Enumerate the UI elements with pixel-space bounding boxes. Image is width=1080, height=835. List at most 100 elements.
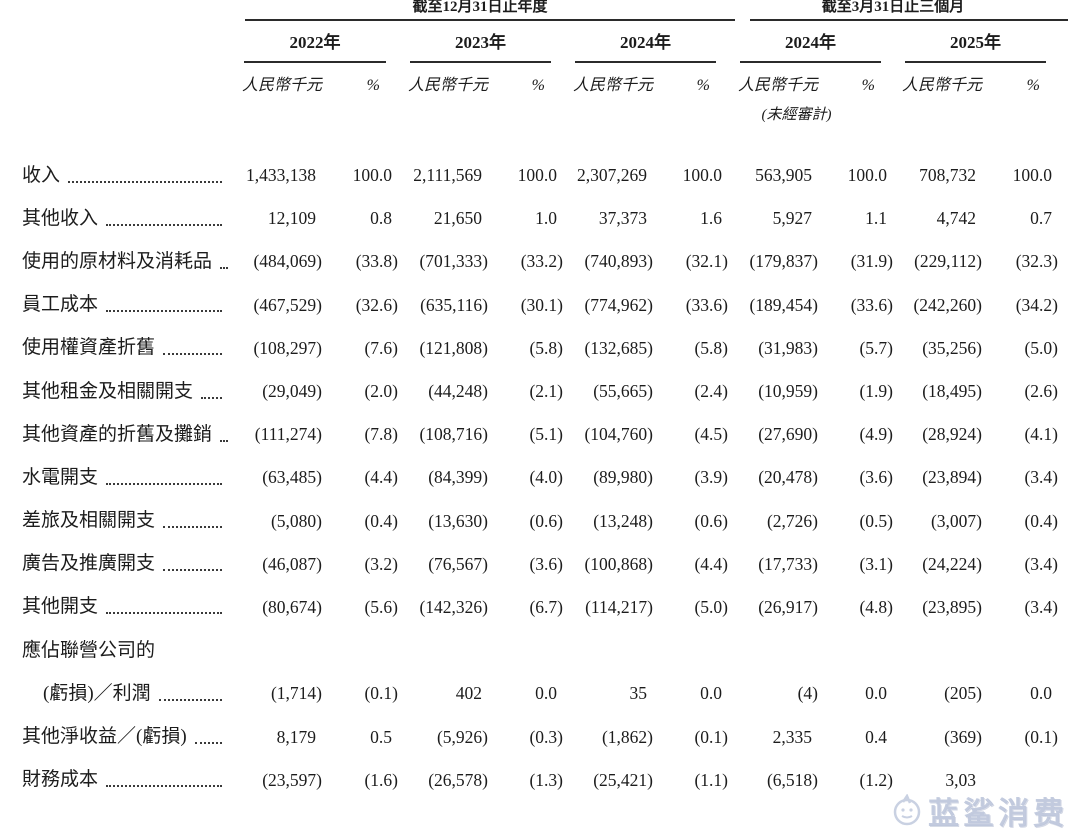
unit-label: 人民幣千元 <box>572 77 653 94</box>
amount-value: (111,274) <box>254 424 322 445</box>
pct-value: 0.7 <box>1030 208 1052 229</box>
pct-value: (5.8) <box>529 337 563 358</box>
table-row: 使用權資產折舊 (108,297) (7.6) (121,808) (5.8) (132,… <box>22 327 1080 370</box>
pct-label: % <box>366 77 380 94</box>
pct-value: 0.4 <box>865 726 887 747</box>
pct-value: (0.6) <box>529 510 563 531</box>
pct-value: (5.0) <box>694 596 728 617</box>
pct-value: (0.4) <box>1024 510 1058 531</box>
pct-value: 0.0 <box>535 683 557 704</box>
amount-value: 2,335 <box>772 726 812 747</box>
pct-value: 100.0 <box>682 165 722 186</box>
amount-value: 35 <box>629 683 648 704</box>
pct-value: (3.4) <box>1024 553 1058 574</box>
amount-value: (740,893) <box>584 251 653 272</box>
table-row: 應佔聯營公司的 <box>22 629 1080 672</box>
pct-value: 0.8 <box>370 208 392 229</box>
year-header-2023: 2023年 <box>398 32 563 63</box>
amount-value: (242,260) <box>913 294 982 315</box>
pct-value: (5.7) <box>859 337 893 358</box>
amount-value: (26,917) <box>758 596 818 617</box>
amount-value: (121,808) <box>419 337 488 358</box>
amount-value: (6,518) <box>766 769 818 790</box>
amount-value: (44,248) <box>428 381 488 402</box>
amount-value: 708,732 <box>919 165 976 186</box>
row-label: (虧損)／利潤 <box>22 682 232 706</box>
amount-value: (84,399) <box>428 467 488 488</box>
amount-value: (467,529) <box>253 294 322 315</box>
pct-value: (1.1) <box>694 769 728 790</box>
amount-value: (114,217) <box>585 596 653 617</box>
pct-label: % <box>531 77 545 94</box>
row-label-text: 其他租金及相關開支 <box>22 380 194 402</box>
pct-value: 0.0 <box>1030 683 1052 704</box>
row-label: 使用權資產折舊 <box>22 336 232 360</box>
pct-value: (33.6) <box>685 294 728 315</box>
pct-value: (7.8) <box>364 424 398 445</box>
amount-value: (1,862) <box>601 726 653 747</box>
amount-value: 2,307,269 <box>577 165 647 186</box>
pct-value: 1.0 <box>535 208 557 229</box>
pct-value: (0.1) <box>364 683 398 704</box>
dotted-leader <box>158 698 222 701</box>
table-header: 截至12月31日止年度 截至3月31日止三個月 2022年 2023年 2024… <box>22 0 1080 124</box>
dotted-leader <box>106 612 222 615</box>
amount-value: (774,962) <box>584 294 653 315</box>
pct-value: (5.8) <box>694 337 728 358</box>
pct-value: (5.6) <box>364 596 398 617</box>
row-label: 財務成本 <box>22 768 232 792</box>
row-label: 其他開支 <box>22 595 232 619</box>
year-underline <box>410 61 551 63</box>
table-row: 其他資產的折舊及攤銷 (111,274) (7.8) (108,716) (5.1) (1… <box>22 413 1080 456</box>
amount-value: 3,03 <box>945 769 976 790</box>
amount-value: (132,685) <box>584 337 653 358</box>
amount-value: (24,224) <box>922 553 982 574</box>
amount-value: (142,326) <box>419 596 488 617</box>
unit-label: 人民幣千元 <box>407 77 488 94</box>
pct-value: (2.1) <box>529 381 563 402</box>
row-label-text: (虧損)／利潤 <box>43 682 151 704</box>
amount-value: (26,578) <box>428 769 488 790</box>
dotted-leader <box>194 742 222 745</box>
amount-value: 21,650 <box>433 208 482 229</box>
year-header-row: 2022年 2023年 2024年 2024年 2025年 <box>22 32 1080 63</box>
amount-value: (229,112) <box>914 251 982 272</box>
row-label: 應佔聯營公司的 <box>22 639 232 663</box>
pct-value: (5.0) <box>1024 337 1058 358</box>
amount-value: 12,109 <box>267 208 316 229</box>
row-label-text: 應佔聯營公司的 <box>22 639 156 661</box>
amount-value: (55,665) <box>593 381 653 402</box>
amount-value: (484,069) <box>253 251 322 272</box>
table-row: 水電開支 (63,485) (4.4) (84,399) (4.0) (89,980) (3… <box>22 456 1080 499</box>
amount-value: (1,714) <box>270 683 322 704</box>
amount-value: (205) <box>944 683 982 704</box>
dotted-leader <box>106 310 222 313</box>
row-label: 水電開支 <box>22 466 232 490</box>
year-header-2025-q1: 2025年 <box>893 32 1058 63</box>
period-title-annual: 截至12月31日止年度 <box>412 0 548 15</box>
row-label: 廣告及推廣開支 <box>22 552 232 576</box>
amount-value: 1,433,138 <box>246 165 316 186</box>
amount-value: (13,248) <box>593 510 653 531</box>
pct-value: (30.1) <box>520 294 563 315</box>
amount-value: 402 <box>455 683 482 704</box>
table-row: 其他開支 (80,674) (5.6) (142,326) (6.7) (114,217)… <box>22 586 1080 629</box>
pct-value: (32.1) <box>685 251 728 272</box>
pct-value <box>982 770 1058 791</box>
unaudited-note: (未經審計) <box>761 107 832 123</box>
amount-value: (23,895) <box>922 596 982 617</box>
pct-value: (0.4) <box>364 510 398 531</box>
row-label: 使用的原材料及消耗品 <box>22 250 232 274</box>
pct-value: (3.6) <box>859 467 893 488</box>
table-row: 差旅及相關開支 (5,080) (0.4) (13,630) (0.6) (13,248)… <box>22 500 1080 543</box>
amount-value: (108,716) <box>419 424 488 445</box>
unit-label: 人民幣千元 <box>241 77 322 94</box>
amount-value: (189,454) <box>749 294 818 315</box>
row-label: 其他租金及相關開支 <box>22 380 232 404</box>
pct-value: (2.4) <box>694 381 728 402</box>
pct-value: 100.0 <box>517 165 557 186</box>
pct-value: 0.0 <box>700 683 722 704</box>
table-row: 其他收入 12,109 0.8 21,650 1.0 37,373 1.6 5,927 1.1 4… <box>22 197 1080 240</box>
pct-value: (4.4) <box>364 467 398 488</box>
interim-group-rule <box>750 19 1068 21</box>
